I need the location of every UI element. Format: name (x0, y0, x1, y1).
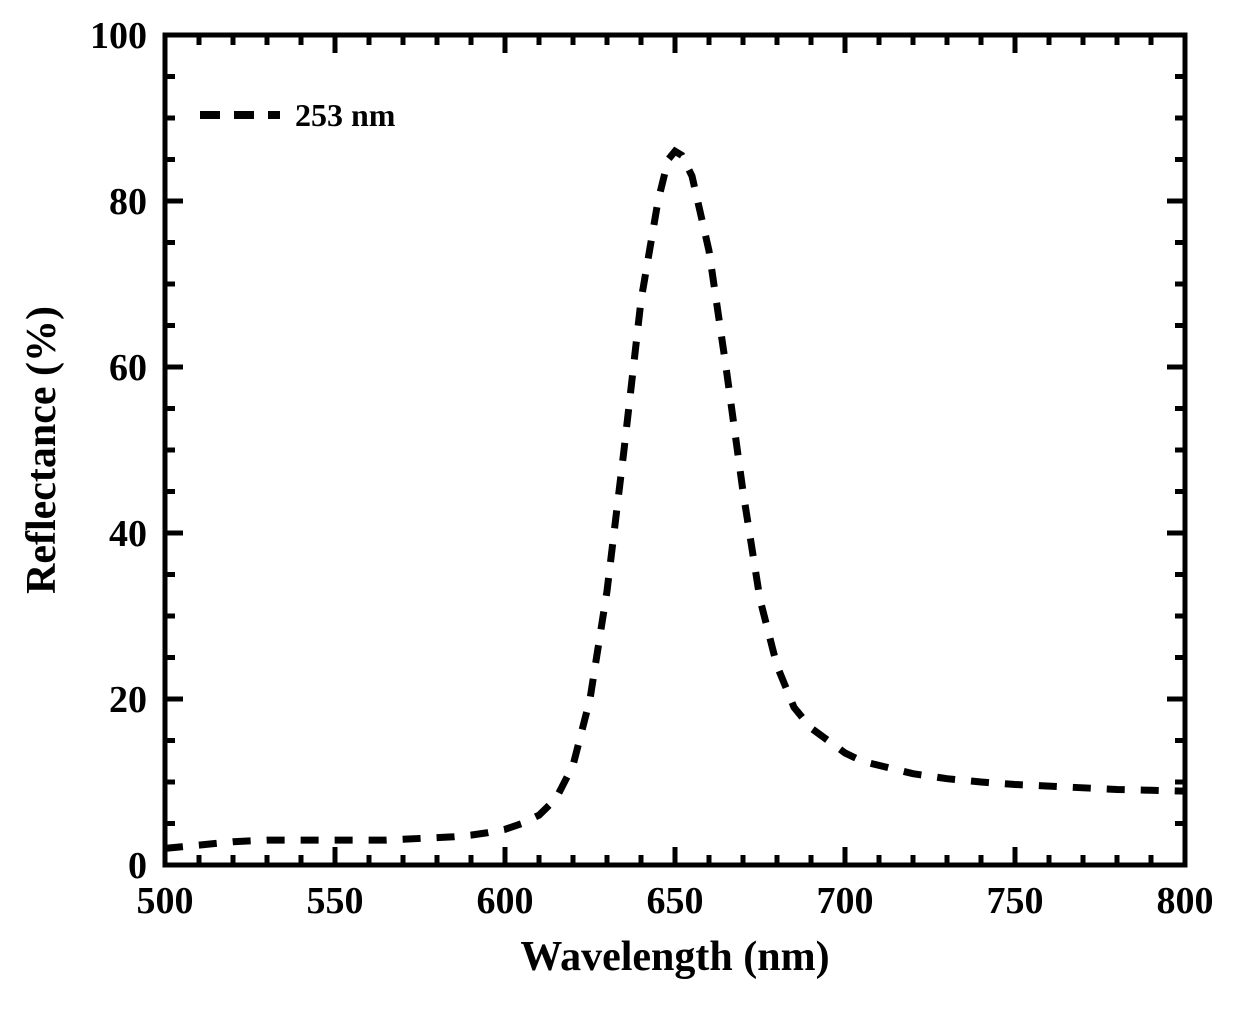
svg-text:750: 750 (987, 880, 1044, 922)
svg-text:550: 550 (307, 880, 364, 922)
svg-text:253 nm: 253 nm (295, 97, 396, 133)
svg-text:600: 600 (477, 880, 534, 922)
svg-text:40: 40 (109, 513, 147, 555)
svg-text:650: 650 (647, 880, 704, 922)
reflectance-chart: 500550600650700750800020406080100Wavelen… (0, 0, 1240, 1022)
svg-text:Wavelength (nm): Wavelength (nm) (520, 934, 829, 980)
svg-text:Reflectance (%): Reflectance (%) (19, 306, 65, 594)
svg-text:60: 60 (109, 347, 147, 389)
svg-text:80: 80 (109, 181, 147, 223)
svg-text:700: 700 (817, 880, 874, 922)
svg-text:100: 100 (90, 15, 147, 57)
svg-text:20: 20 (109, 679, 147, 721)
svg-text:800: 800 (1157, 880, 1214, 922)
svg-text:0: 0 (128, 845, 147, 887)
chart-container: 500550600650700750800020406080100Wavelen… (0, 0, 1240, 1022)
